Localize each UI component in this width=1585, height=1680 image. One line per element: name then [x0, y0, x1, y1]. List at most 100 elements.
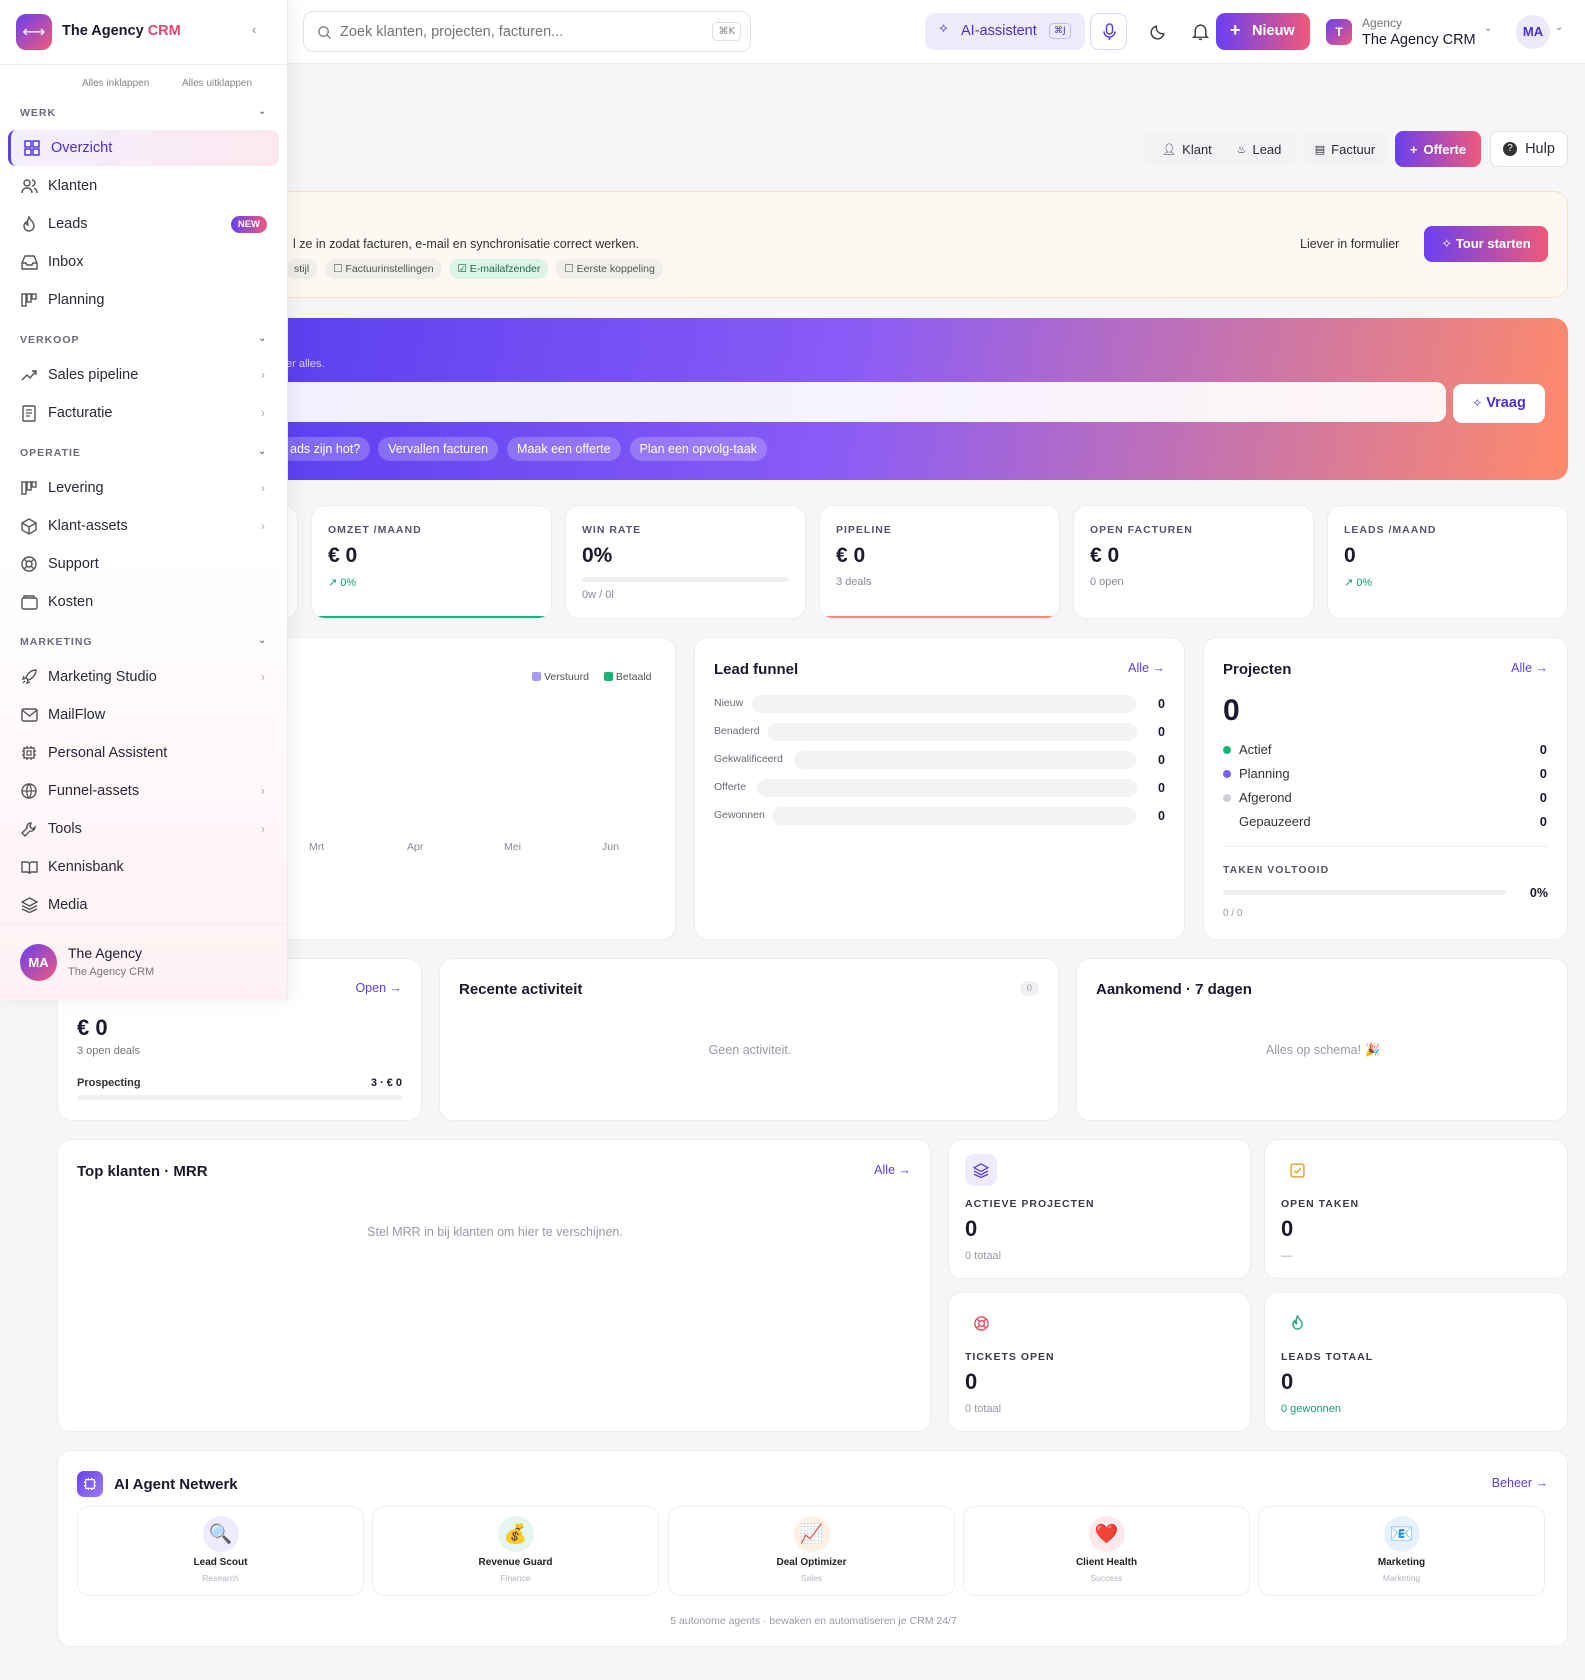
section-operatie[interactable]: OPERATIE ⌄	[20, 446, 268, 459]
suggestion-chip[interactable]: Maak een offerte	[507, 437, 621, 461]
project-status-row[interactable]: Actief 0	[1223, 742, 1547, 757]
suggestion-chip[interactable]: Vervallen facturen	[378, 437, 499, 461]
funnel-row[interactable]: Nieuw 0	[714, 695, 1165, 713]
sidebar-item-support[interactable]: Support	[8, 546, 279, 582]
sidebar-item-funnel-assets[interactable]: Funnel-assets ›	[8, 773, 279, 809]
sidebar-item-facturatie[interactable]: Facturatie ›	[8, 395, 279, 431]
projects-all-link[interactable]: Alle →	[1511, 661, 1548, 675]
sidebar-item-kennisbank[interactable]: Kennisbank	[8, 849, 279, 885]
quick-add-factuur-button[interactable]: ▤ Factuur	[1304, 132, 1386, 166]
sidebar-item-leads[interactable]: Leads NEW	[8, 206, 279, 242]
funnel-row[interactable]: Offerte 0	[714, 779, 1165, 797]
collapse-all-link[interactable]: Alles inklappen	[82, 78, 150, 89]
search-icon	[318, 26, 332, 40]
stat-card-tickets-open[interactable]: TICKETS OPEN 0 0 totaal	[948, 1292, 1251, 1432]
kpi-card-open-facturen[interactable]: OPEN FACTUREN € 0 0 open	[1073, 505, 1314, 619]
x-tick-label: Apr	[407, 841, 424, 853]
suggestion-chip[interactable]: Plan een opvolg-taak	[629, 437, 767, 461]
agent-card-revenue-guard[interactable]: 💰 Revenue Guard Finance	[372, 1506, 659, 1596]
project-status-row[interactable]: Planning 0	[1223, 766, 1547, 781]
sidebar-item-tools[interactable]: Tools ›	[8, 811, 279, 847]
sidebar-item-inbox[interactable]: Inbox	[8, 244, 279, 280]
sidebar-item-sales-pipeline[interactable]: Sales pipeline ›	[8, 357, 279, 393]
app-logo: ⟷	[16, 14, 52, 50]
app-name: The Agency CRM	[62, 23, 181, 39]
ai-agent-network-card: AI Agent Netwerk Beheer → 🔍 Lead Scout Res…	[57, 1450, 1568, 1647]
search-box[interactable]: ⌘K	[303, 11, 751, 52]
funnel-row[interactable]: Benaderd 0	[714, 723, 1165, 741]
microphone-button[interactable]	[1090, 13, 1127, 50]
user-profile[interactable]: MA The Agency The Agency CRM	[20, 944, 270, 984]
open-deals-link[interactable]: Open →	[355, 981, 402, 995]
stat-card-active-projects[interactable]: ACTIEVE PROJECTEN 0 0 totaal	[948, 1139, 1251, 1279]
stat-card-leads-total[interactable]: LEADS TOTAAL 0 0 gewonnen	[1264, 1292, 1568, 1432]
agent-network-icon	[77, 1471, 103, 1497]
agent-card-marketing[interactable]: 📧 Marketing Marketing	[1258, 1506, 1545, 1596]
search-shortcut: ⌘K	[712, 22, 741, 41]
new-button[interactable]: + Nieuw	[1216, 13, 1310, 50]
ai-assistant-button[interactable]: ✧ AI-assistent ⌘J	[925, 13, 1085, 50]
upcoming-card: Aankomend · 7 dagen Alles op schema! 🎉	[1076, 958, 1568, 1121]
ask-button[interactable]: ✧ Vraag	[1453, 384, 1545, 423]
sidebar-item-kosten[interactable]: Kosten	[8, 584, 279, 620]
kpi-card-win-rate[interactable]: WIN RATE 0% 0w / 0l	[565, 505, 806, 619]
status-dot	[1223, 746, 1231, 754]
lead-funnel-all-link[interactable]: Alle →	[1128, 661, 1165, 675]
chevron-down-icon[interactable]: ⌄	[1555, 22, 1564, 33]
quick-add-offerte-button[interactable]: + Offerte	[1395, 131, 1481, 167]
form-link[interactable]: Liever in formulier	[1300, 237, 1400, 251]
tour-start-button[interactable]: ✧ Tour starten	[1424, 226, 1548, 262]
suggestion-chip[interactable]: ads zijn hot?	[280, 437, 371, 461]
projects-card: Projecten Alle → 0 Actief 0 Planning 0 Afg…	[1203, 637, 1568, 940]
section-verkoop[interactable]: VERKOOP ⌄	[20, 333, 268, 346]
quick-add-lead-button[interactable]: ♨ Lead	[1222, 132, 1296, 166]
agent-card-lead-scout[interactable]: 🔍 Lead Scout Research	[77, 1506, 364, 1596]
ai-question-input[interactable]	[270, 382, 1446, 422]
chip-factuurinstellingen[interactable]: ☐ Factuurinstellingen	[325, 259, 442, 279]
chip-eerste-koppeling[interactable]: ☐ Eerste koppeling	[556, 259, 663, 279]
legend-swatch-verstuurd	[532, 672, 541, 681]
search-input[interactable]	[340, 21, 680, 43]
stat-card-open-tasks[interactable]: OPEN TAKEN 0 —	[1264, 1139, 1568, 1279]
sidebar-item-marketing-studio[interactable]: Marketing Studio ›	[8, 659, 279, 695]
dark-mode-button[interactable]	[1140, 13, 1177, 50]
section-marketing[interactable]: MARKETING ⌄	[20, 635, 268, 648]
quick-add-klant-button[interactable]: 👤︎ Klant	[1143, 132, 1231, 166]
sidebar-item-levering[interactable]: Levering ›	[8, 470, 279, 506]
user-avatar[interactable]: MA	[1516, 15, 1550, 49]
cpu-icon	[20, 744, 38, 762]
project-status-row[interactable]: Gepauzeerd 0	[1223, 814, 1547, 829]
agent-card-deal-optimizer[interactable]: 📈 Deal Optimizer Sales	[668, 1506, 955, 1596]
chip-stijl[interactable]: stijl	[286, 259, 318, 279]
lifebuoy-icon	[20, 555, 38, 573]
sidebar-item-mailflow[interactable]: MailFlow	[8, 697, 279, 733]
kpi-card-pipeline[interactable]: PIPELINE € 0 3 deals	[819, 505, 1060, 619]
workspace-switcher[interactable]: T Agency The Agency CRM ⌄	[1326, 14, 1498, 50]
ai-ask-banner: er alles. ✧ Vraag ads zijn hot? Vervalle…	[270, 318, 1568, 480]
notifications-button[interactable]	[1182, 13, 1219, 50]
section-werk[interactable]: WERK ⌄	[20, 106, 268, 119]
chevron-down-icon: ⌄	[258, 635, 268, 646]
help-button[interactable]: ? Hulp	[1490, 131, 1568, 167]
sidebar-item-planning[interactable]: Planning	[8, 282, 279, 318]
chip-e-mailafzender[interactable]: ☑ E-mailafzender	[449, 259, 549, 279]
kpi-card-leads[interactable]: LEADS /MAAND 0 ↗ 0%	[1327, 505, 1568, 619]
win-rate-progress	[582, 577, 789, 582]
expand-all-link[interactable]: Alles uitklappen	[182, 78, 253, 89]
funnel-row[interactable]: Gekwalificeerd 0	[714, 751, 1165, 769]
chevron-right-icon: ›	[261, 368, 265, 382]
agent-card-client-health[interactable]: ❤️ Client Health Success	[963, 1506, 1250, 1596]
sidebar-item-personal-assistent[interactable]: Personal Assistent	[8, 735, 279, 771]
envelope-icon: 📧	[1383, 1516, 1420, 1552]
collapse-sidebar-icon[interactable]: ‹	[252, 22, 257, 37]
sidebar-item-media[interactable]: Media	[8, 887, 279, 923]
sidebar-item-klanten[interactable]: Klanten	[8, 168, 279, 204]
project-status-row[interactable]: Afgerond 0	[1223, 790, 1547, 805]
agents-manage-link[interactable]: Beheer →	[1491, 1476, 1548, 1490]
sidebar-item-klant-assets[interactable]: Klant-assets ›	[8, 508, 279, 544]
sidebar-item-overzicht[interactable]: Overzicht	[8, 130, 279, 166]
activity-count-badge: 0	[1019, 981, 1039, 996]
funnel-row[interactable]: Gewonnen 0	[714, 807, 1165, 825]
top-clients-all-link[interactable]: Alle →	[874, 1163, 911, 1177]
kpi-card-omzet[interactable]: OMZET /MAAND € 0 ↗ 0%	[311, 505, 552, 619]
